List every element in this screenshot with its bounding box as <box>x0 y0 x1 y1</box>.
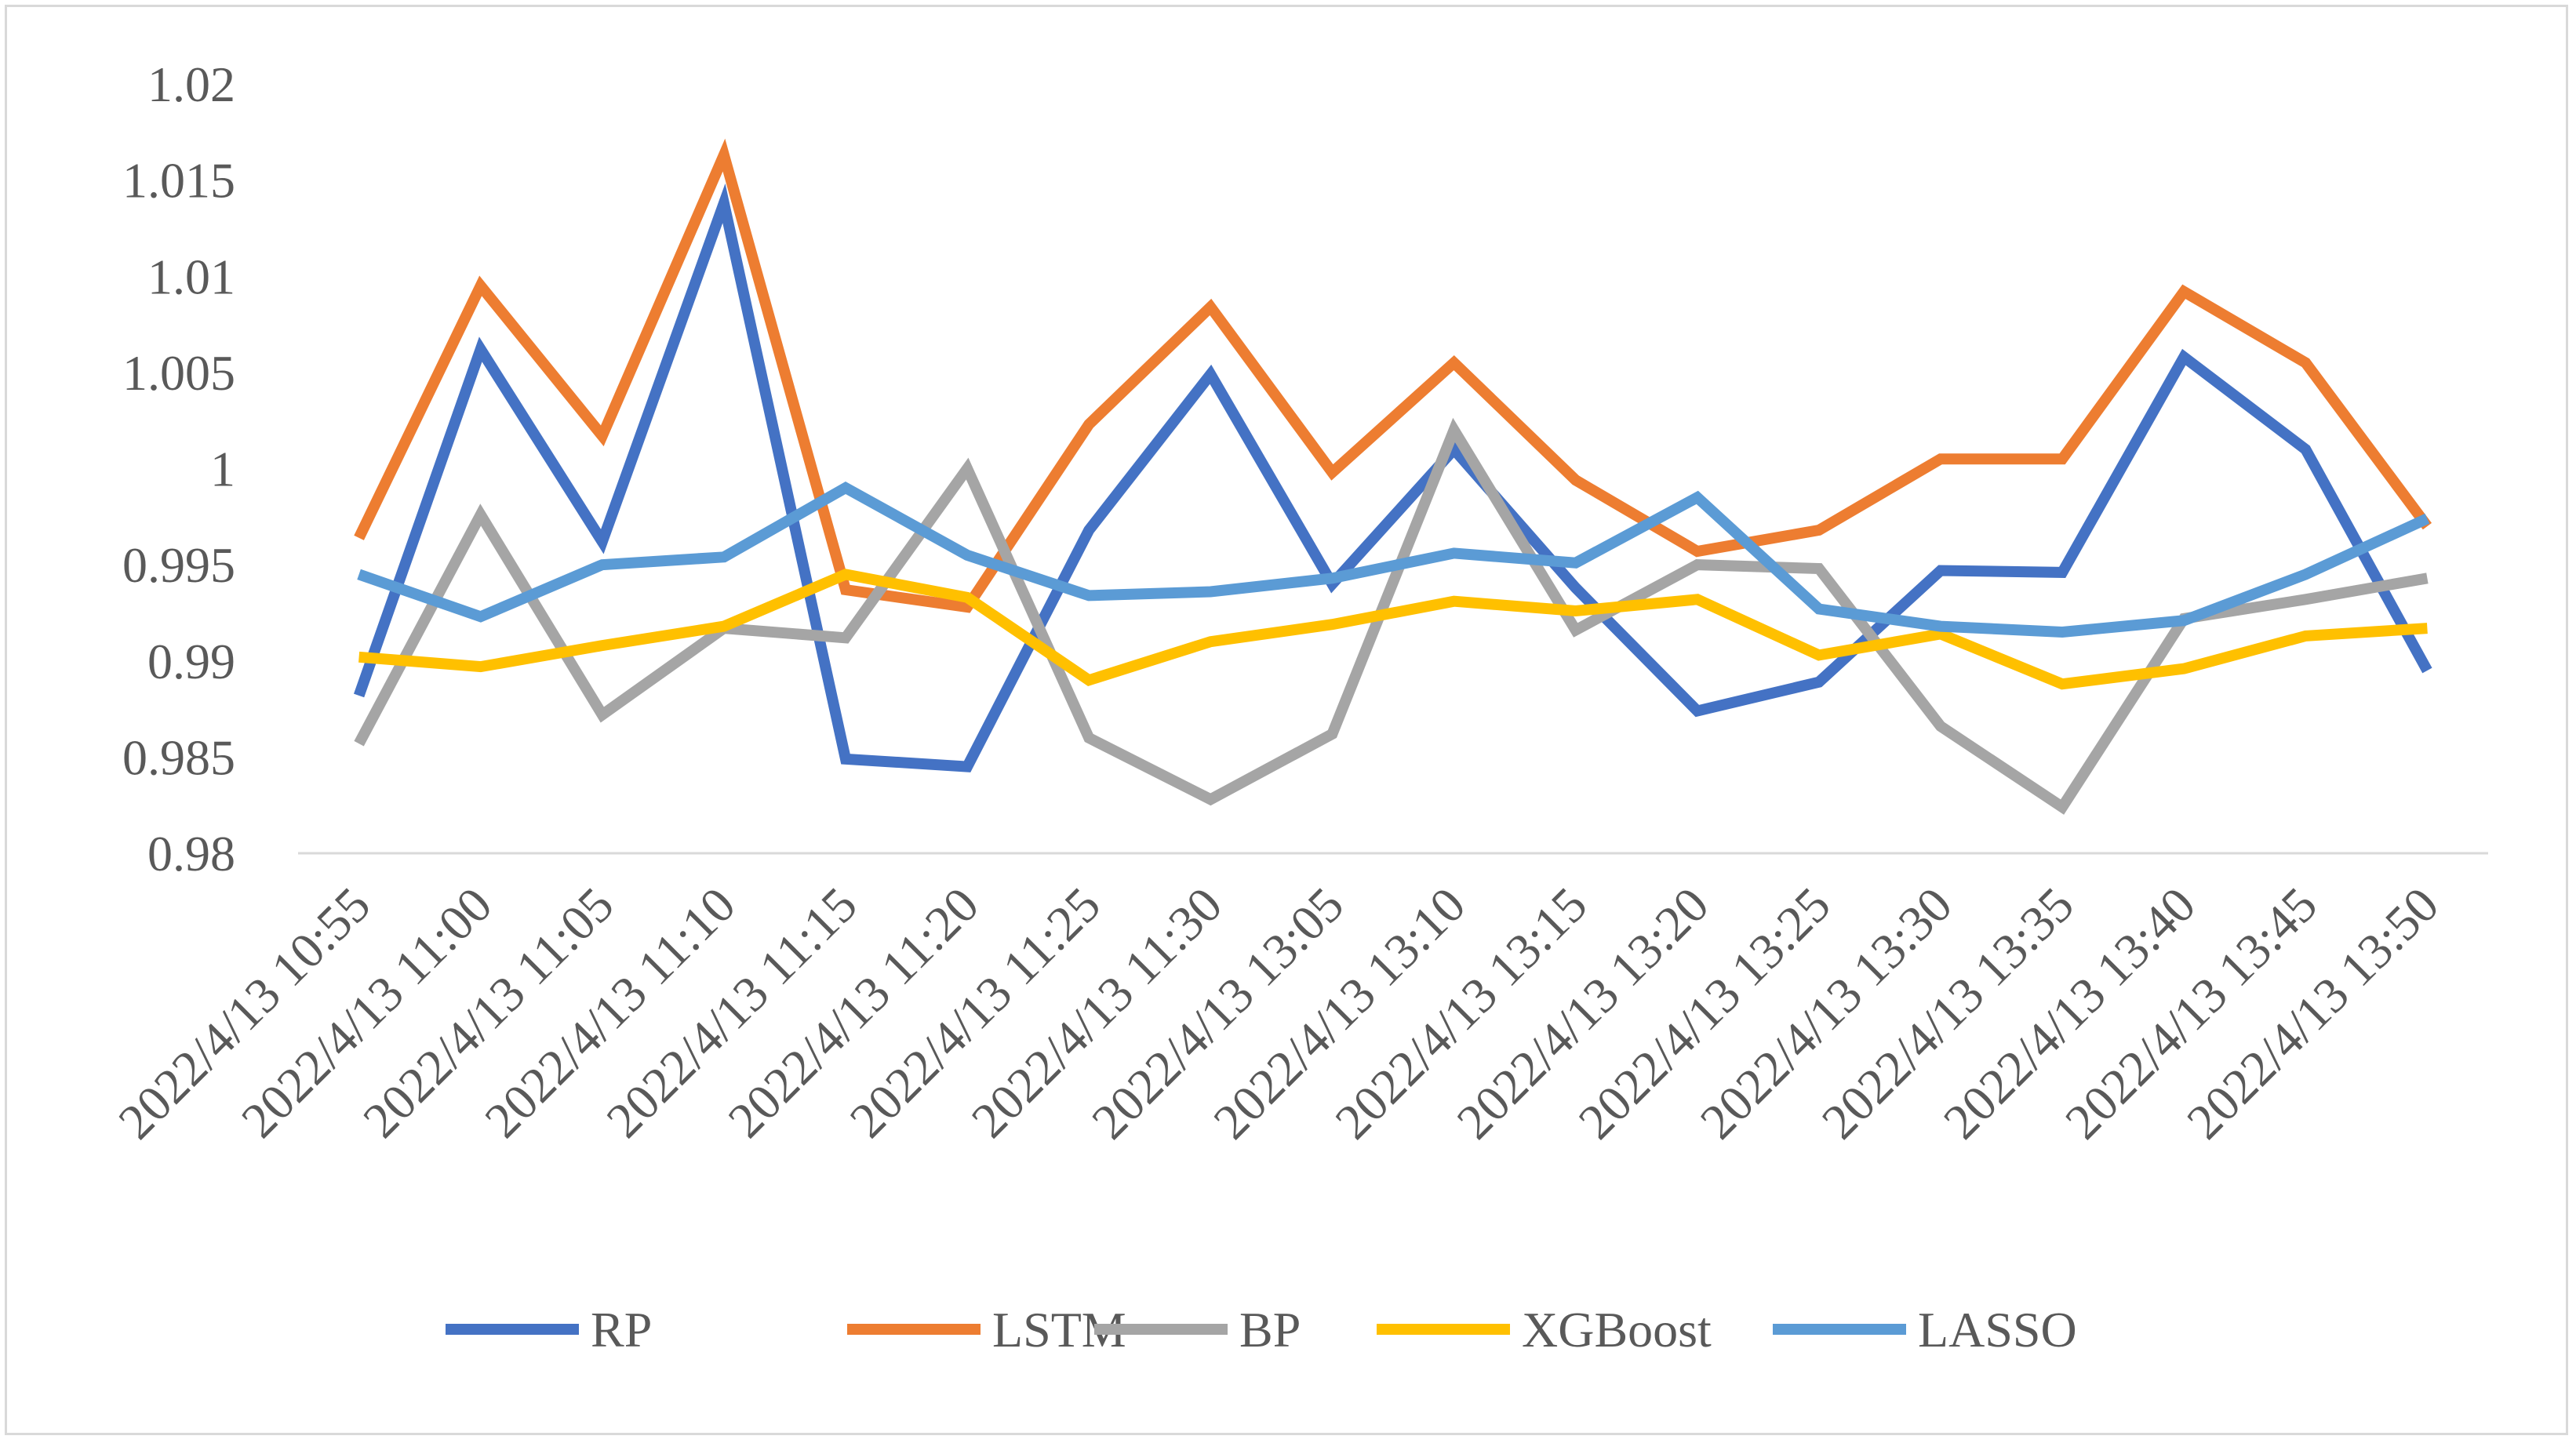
legend-label-bp: BP <box>1239 1302 1301 1358</box>
y-tick-label: 1.01 <box>147 249 235 304</box>
y-tick-label: 0.995 <box>122 537 235 593</box>
y-tick-label: 1.005 <box>122 345 235 401</box>
legend-label-lasso: LASSO <box>1918 1302 2077 1358</box>
chart-frame <box>5 5 2568 1435</box>
series-line-xgboost <box>358 569 2428 690</box>
y-tick-label: 1.015 <box>122 153 235 209</box>
series-line-lstm <box>354 138 2432 613</box>
y-tick-label: 1 <box>210 442 235 497</box>
y-tick-label: 0.98 <box>147 826 235 881</box>
y-tick-label: 0.99 <box>147 634 235 689</box>
legend-label-rp: RP <box>591 1302 652 1358</box>
y-tick-label: 1.02 <box>147 56 235 112</box>
legend-label-xgboost: XGBoost <box>1522 1302 1712 1358</box>
series-line-bp <box>354 417 2429 815</box>
series-line-rp <box>353 183 2432 772</box>
series-line-lasso <box>357 481 2430 638</box>
y-tick-label: 0.985 <box>122 729 235 785</box>
